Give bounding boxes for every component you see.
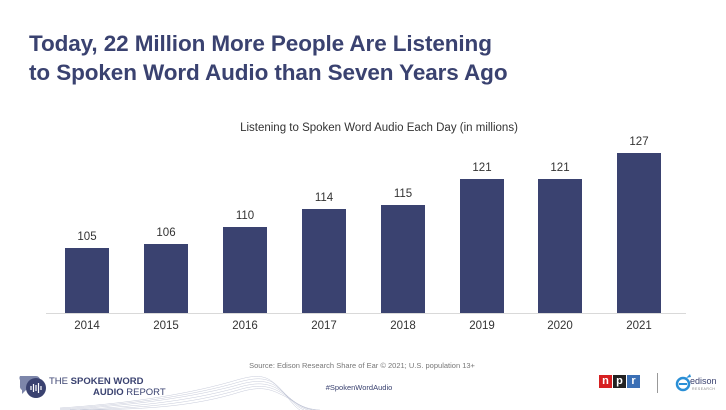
x-tick-label: 2019	[469, 320, 495, 332]
chart-title: Listening to Spoken Word Audio Each Day …	[240, 122, 518, 134]
spoken-word-report-logo: THE SPOKEN WORD AUDIO REPORT	[49, 376, 166, 398]
bar-value-label: 105	[77, 231, 97, 243]
edison-logo-icon	[675, 374, 691, 392]
bar-value-label: 127	[629, 136, 649, 148]
bar-value-label: 106	[156, 227, 176, 239]
x-tick-label: 2016	[232, 320, 258, 332]
hashtag: #SpokenWordAudio	[325, 383, 393, 392]
bar-2017	[302, 209, 346, 313]
edison-logo-text: edison	[690, 376, 717, 386]
edison-logo-subtext: RESEARCH	[692, 387, 716, 391]
x-tick-label: 2020	[547, 320, 573, 332]
x-axis-line	[46, 313, 686, 314]
bar-value-label: 114	[314, 192, 334, 204]
bar-value-label: 121	[550, 162, 570, 174]
npr-letter-p: p	[613, 375, 626, 388]
bar-2018	[381, 205, 425, 313]
bar-2015	[144, 244, 188, 313]
x-tick-label: 2017	[311, 320, 337, 332]
source-note: Source: Edison Research Share of Ear © 2…	[249, 361, 475, 370]
bar-value-label: 121	[472, 162, 492, 174]
bar-2016	[223, 227, 267, 313]
x-tick-label: 2015	[153, 320, 179, 332]
bar-2020	[538, 179, 582, 313]
bar-2021	[617, 153, 661, 313]
bar-2014	[65, 248, 109, 313]
title-line-2: to Spoken Word Audio than Seven Years Ag…	[29, 60, 508, 85]
npr-letter-r: r	[627, 375, 640, 388]
logo-divider	[657, 373, 658, 393]
bar-value-label: 115	[393, 188, 413, 200]
npr-logo: n p r	[599, 375, 641, 388]
bar-value-label: 110	[235, 210, 255, 222]
spoken-word-report-logo-icon	[19, 376, 46, 398]
wave-decoration-icon	[60, 376, 321, 410]
x-tick-label: 2014	[74, 320, 100, 332]
x-tick-label: 2018	[390, 320, 416, 332]
npr-letter-n: n	[599, 375, 612, 388]
x-tick-label: 2021	[626, 320, 652, 332]
page-title: Today, 22 Million More People Are Listen…	[29, 29, 508, 87]
title-line-1: Today, 22 Million More People Are Listen…	[29, 31, 492, 56]
bar-2019	[460, 179, 504, 313]
